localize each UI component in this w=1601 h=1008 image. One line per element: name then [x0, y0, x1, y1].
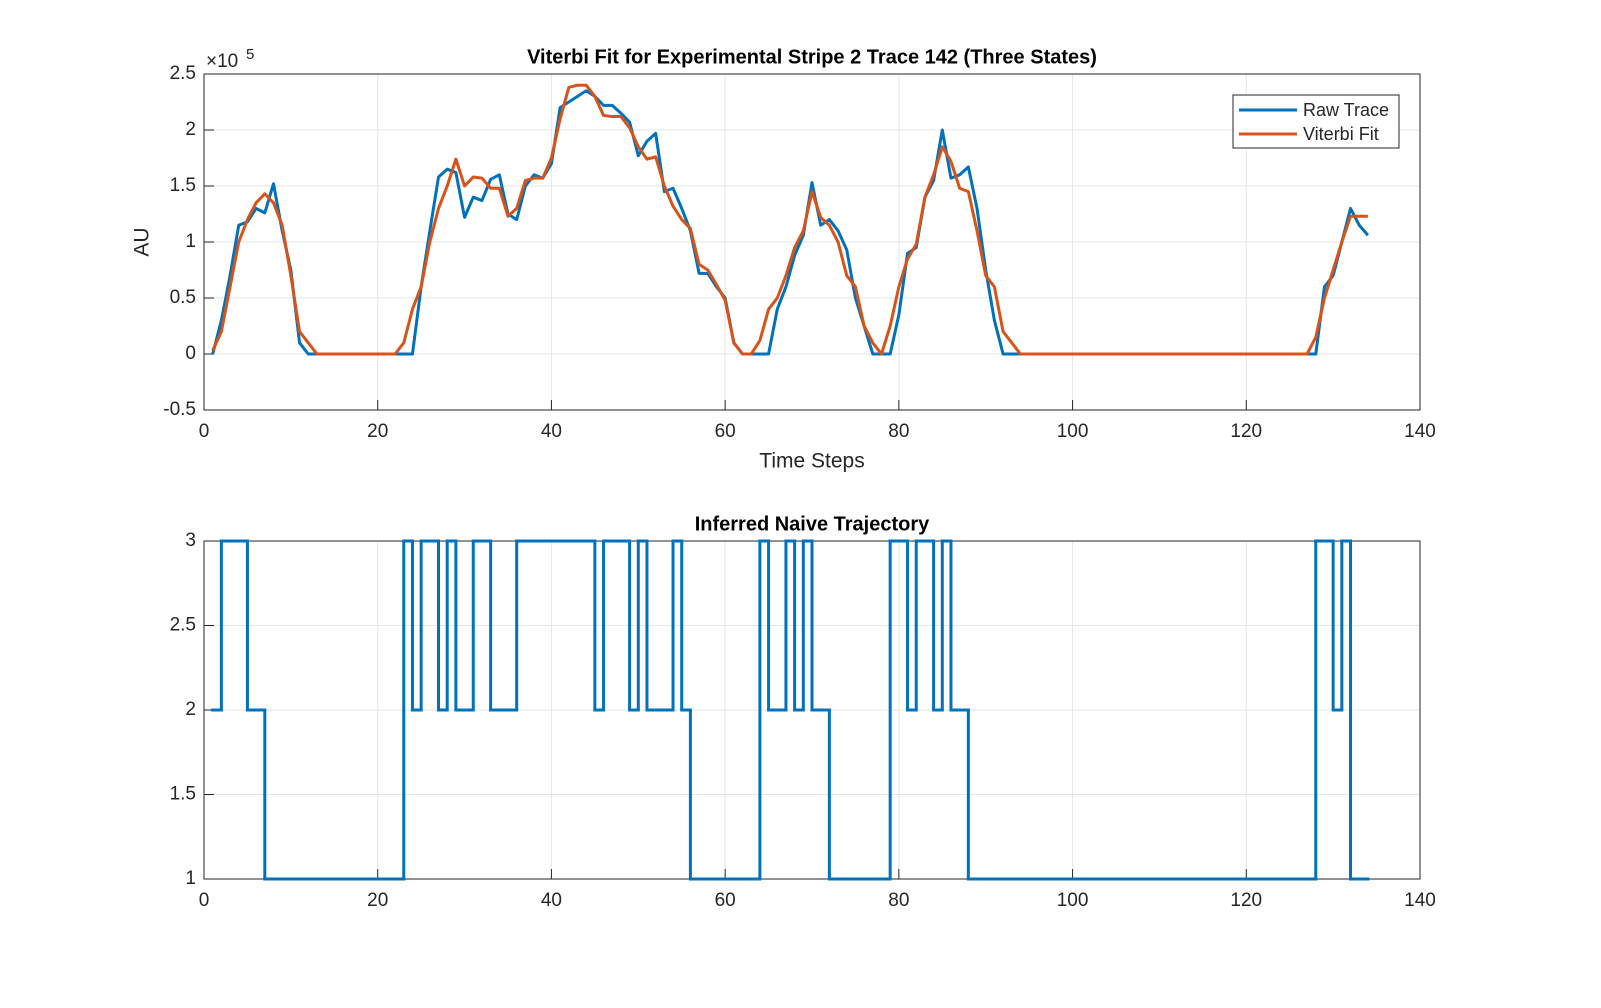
- x-tick-label: 120: [1230, 890, 1262, 911]
- legend-label: Raw Trace: [1303, 100, 1389, 120]
- y-tick-label: 2: [185, 119, 196, 140]
- x-tick-label: 60: [715, 890, 736, 911]
- x-tick-label: 120: [1230, 421, 1262, 442]
- x-tick-label: 140: [1404, 421, 1436, 442]
- x-tick-label: 60: [715, 421, 736, 442]
- legend: Raw Trace Viterbi Fit: [1232, 94, 1400, 149]
- y-tick-label: 3: [185, 530, 196, 551]
- x-tick-label: 80: [888, 421, 909, 442]
- x-tick-label: 40: [541, 890, 562, 911]
- y-tick-label: -0.5: [163, 399, 196, 420]
- y-tick-label: 0: [185, 343, 196, 364]
- y-tick-label: 2.5: [170, 615, 196, 636]
- x-tick-label: 20: [367, 421, 388, 442]
- chart-title: Viterbi Fit for Experimental Stripe 2 Tr…: [527, 46, 1097, 68]
- data-line: [211, 83, 1368, 356]
- y-multiplier: ×10: [206, 51, 238, 72]
- y-tick-label: 1.5: [170, 175, 196, 196]
- x-tick-label: 100: [1057, 421, 1089, 442]
- legend-label: Viterbi Fit: [1303, 124, 1379, 144]
- x-axis-label: Time Steps: [759, 450, 864, 473]
- y-tick-label: 1: [185, 868, 196, 889]
- chart-title: Inferred Naive Trajectory: [695, 513, 930, 535]
- x-tick-label: 20: [367, 890, 388, 911]
- x-tick-label: 0: [199, 890, 210, 911]
- y-tick-label: 0.5: [170, 287, 196, 308]
- x-tick-label: 0: [199, 421, 210, 442]
- y-tick-label: 2.5: [170, 63, 196, 84]
- y-multiplier-exponent: 5: [246, 46, 254, 63]
- x-tick-label: 100: [1057, 890, 1089, 911]
- y-tick-label: 1: [185, 231, 196, 252]
- x-tick-label: 40: [541, 421, 562, 442]
- y-tick-label: 1.5: [170, 784, 196, 805]
- x-tick-label: 80: [888, 890, 909, 911]
- legend-box: [1232, 94, 1400, 149]
- x-tick-label: 140: [1404, 890, 1436, 911]
- y-tick-label: 2: [185, 699, 196, 720]
- y-axis-label: AU: [131, 227, 154, 256]
- axes-box: [203, 73, 1421, 411]
